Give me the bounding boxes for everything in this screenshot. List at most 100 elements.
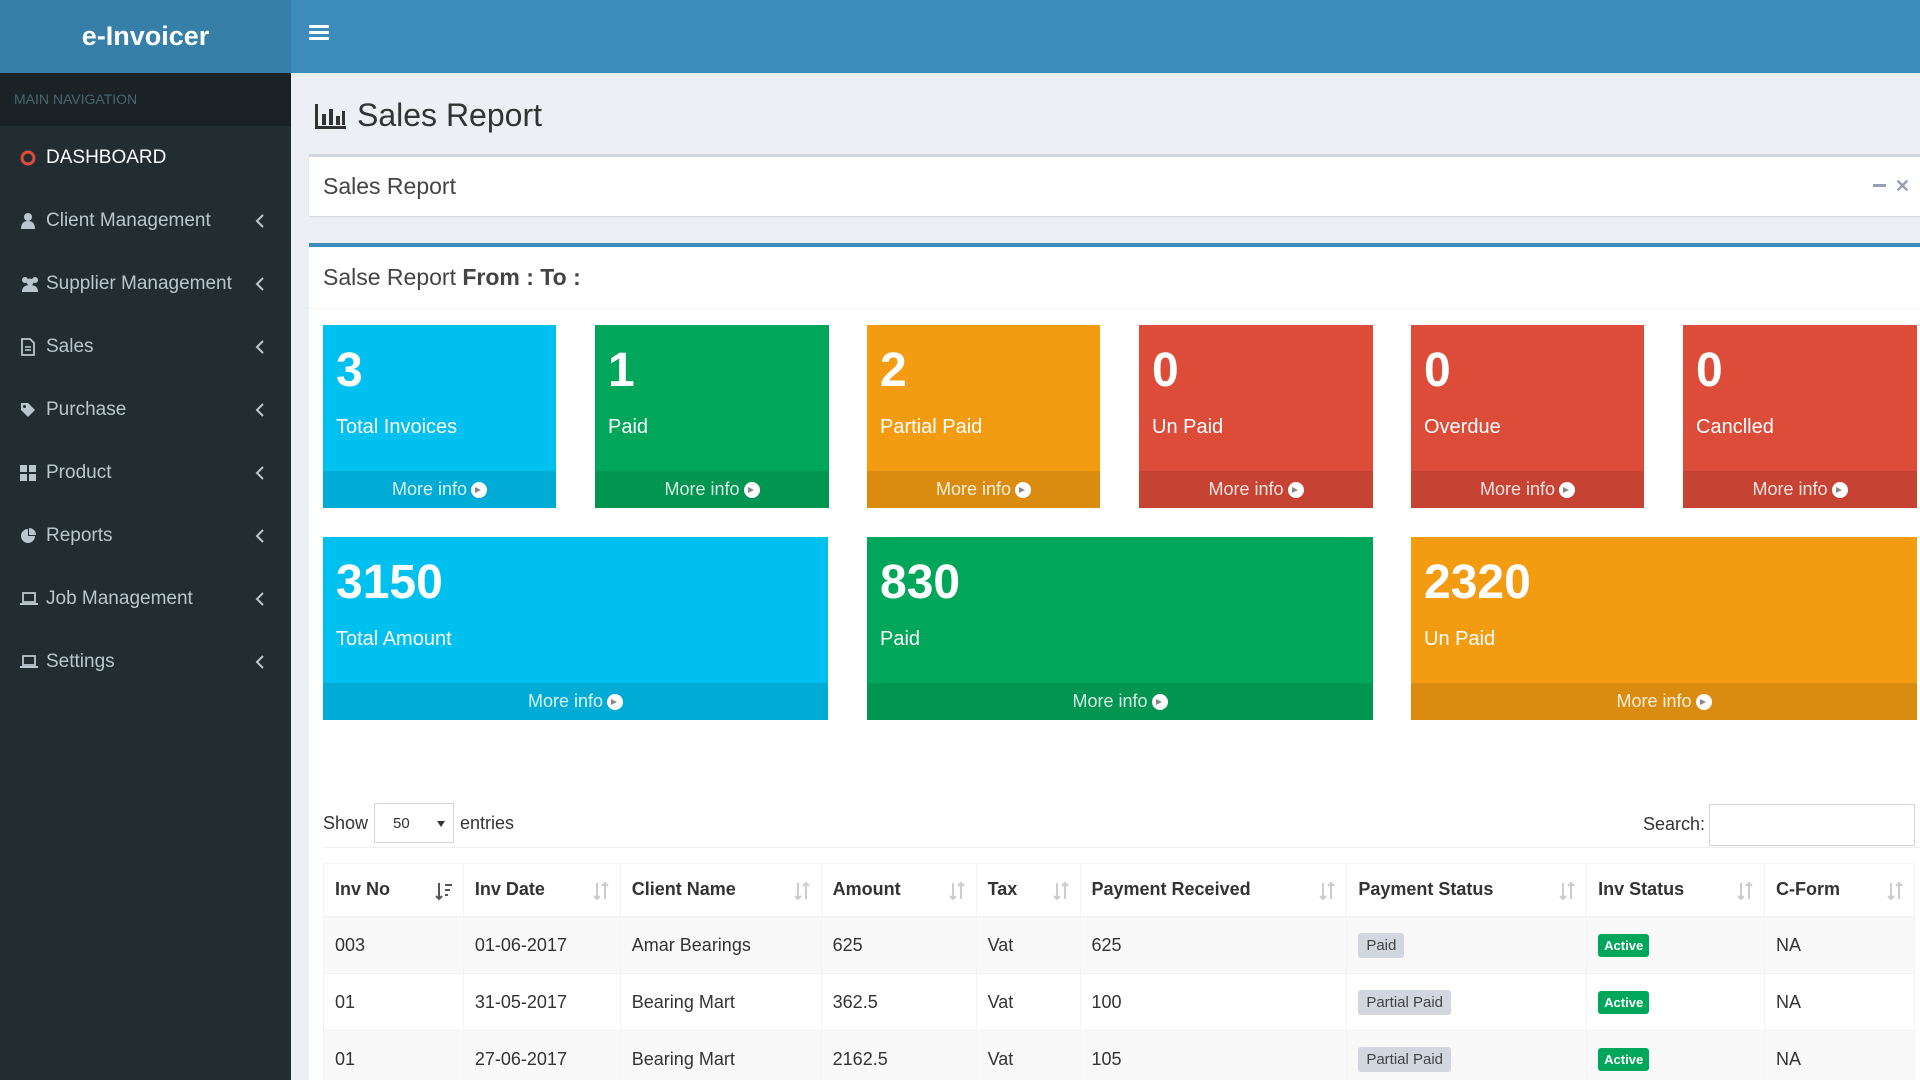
paid-count-value: 1	[608, 344, 635, 397]
column-header-inv-date[interactable]: Inv Date	[462, 863, 621, 918]
arrow-circle-right-icon	[1287, 481, 1304, 498]
tag-icon	[20, 402, 46, 418]
cell-payment-status: Partial Paid	[1346, 973, 1588, 1031]
sidebar-item-purchase[interactable]: Purchase	[0, 378, 291, 441]
sidebar-item-label: DASHBOARD	[46, 146, 167, 168]
column-header-client-name[interactable]: Client Name	[619, 863, 822, 918]
app-title: e-Invoicer	[81, 21, 210, 51]
sales-report-box: Sales Report ✕	[309, 154, 1920, 216]
cell-tax: Vat	[975, 973, 1081, 1031]
search-input[interactable]	[1709, 804, 1915, 846]
paid-amount-label: Paid	[880, 628, 921, 650]
unpaid-count-box: 0 Un Paid More info	[1139, 325, 1373, 508]
cancelled-label: Canclled	[1696, 416, 1774, 438]
sidebar-item-label: Product	[46, 461, 112, 483]
sidebar-item-job-management[interactable]: Job Management	[0, 567, 291, 630]
total-invoices-label: Total Invoices	[336, 416, 458, 438]
sidebar-item-reports[interactable]: Reports	[0, 504, 291, 567]
sidebar-item-sales[interactable]: Sales	[0, 315, 291, 378]
cell-amount: 362.5	[820, 973, 977, 1031]
unpaid-amount-label: Un Paid	[1424, 628, 1496, 650]
caret-down-icon	[437, 821, 446, 827]
overdue-box: 0 Overdue More info	[1411, 325, 1644, 508]
inv-status-badge: Active	[1598, 990, 1650, 1014]
more-info-link[interactable]: More info	[867, 471, 1100, 508]
payment-status-badge: Partial Paid	[1358, 1046, 1452, 1072]
user-icon	[20, 212, 46, 230]
show-label: Show	[323, 812, 369, 833]
column-header-payment-status[interactable]: Payment Status	[1346, 863, 1588, 918]
column-header-c-form[interactable]: C-Form	[1764, 863, 1915, 918]
inv-status-badge: Active	[1598, 933, 1650, 957]
bar-chart-icon	[315, 103, 346, 129]
column-header-inv-status[interactable]: Inv Status	[1586, 863, 1766, 918]
sort-icon	[1319, 881, 1336, 901]
sidebar-item-settings[interactable]: Settings	[0, 630, 291, 693]
more-info-link[interactable]: More info	[323, 683, 828, 720]
collapse-icon[interactable]	[1873, 184, 1886, 187]
partial-paid-label: Partial Paid	[880, 416, 983, 438]
sidebar-item-supplier-management[interactable]: Supplier Management	[0, 252, 291, 315]
table-row[interactable]: 01 31-05-2017 Bearing Mart 362.5 Vat 100…	[323, 973, 1915, 1031]
cell-payment-received: 105	[1079, 1030, 1348, 1080]
cell-inv-no: 003	[323, 916, 464, 974]
arrow-circle-right-icon	[471, 481, 488, 498]
cell-amount: 625	[820, 916, 977, 974]
total-invoices-value: 3	[336, 344, 363, 397]
arrow-circle-right-icon	[1015, 481, 1032, 498]
arrow-circle-right-icon	[1831, 481, 1848, 498]
table-header-row: Inv No Inv Date Client Name Amount Tax P…	[323, 863, 1915, 918]
arrow-circle-right-icon	[607, 693, 624, 710]
sort-icon	[1052, 881, 1069, 901]
sidebar-item-label: Client Management	[46, 209, 211, 231]
column-header-tax[interactable]: Tax	[975, 863, 1081, 918]
total-amount-box: 3150 Total Amount More info	[323, 537, 828, 720]
more-info-link[interactable]: More info	[1683, 471, 1917, 508]
sidebar-item-label: Reports	[46, 524, 113, 546]
total-amount-value: 3150	[336, 556, 443, 609]
more-info-link[interactable]: More info	[1411, 471, 1644, 508]
sidebar-toggle-icon[interactable]	[309, 25, 329, 41]
sidebar-item-product[interactable]: Product	[0, 441, 291, 504]
arrow-circle-right-icon	[1151, 693, 1168, 710]
paid-count-label: Paid	[608, 416, 649, 438]
more-info-link[interactable]: More info	[323, 471, 556, 508]
chevron-left-icon	[255, 339, 264, 354]
cell-payment-received: 100	[1079, 973, 1348, 1031]
chevron-left-icon	[255, 528, 264, 543]
cell-c-form: NA	[1764, 916, 1915, 974]
more-info-link[interactable]: More info	[595, 471, 829, 508]
more-info-link[interactable]: More info	[1411, 683, 1917, 720]
more-info-link[interactable]: More info	[1139, 471, 1373, 508]
sidebar-item-client-management[interactable]: Client Management	[0, 189, 291, 252]
column-header-inv-no[interactable]: Inv No	[323, 863, 464, 918]
cell-inv-status: Active	[1586, 916, 1766, 974]
entries-label: entries	[460, 812, 515, 833]
sort-icon	[793, 881, 810, 901]
sidebar-item-label: Sales	[46, 335, 94, 357]
cell-c-form: NA	[1764, 1030, 1915, 1080]
partial-paid-box: 2 Partial Paid More info	[867, 325, 1100, 508]
sidebar-item-dashboard[interactable]: DASHBOARD	[0, 126, 291, 189]
close-icon[interactable]: ✕	[1894, 176, 1910, 196]
cell-payment-status: Partial Paid	[1346, 1030, 1588, 1080]
total-invoices-box: 3 Total Invoices More info	[323, 325, 556, 508]
more-info-link[interactable]: More info	[867, 683, 1373, 720]
column-header-payment-received[interactable]: Payment Received	[1079, 863, 1348, 918]
partial-paid-value: 2	[880, 344, 907, 397]
sort-icon	[1559, 881, 1575, 901]
table-row[interactable]: 003 01-06-2017 Amar Bearings 625 Vat 625…	[323, 916, 1915, 974]
chevron-left-icon	[255, 465, 264, 480]
total-amount-label: Total Amount	[336, 628, 452, 650]
laptop-icon	[20, 591, 46, 606]
entries-select[interactable]: 50	[374, 803, 455, 843]
arrow-circle-right-icon	[743, 481, 760, 498]
arrow-circle-right-icon	[1559, 481, 1576, 498]
column-header-amount[interactable]: Amount	[820, 863, 977, 918]
chevron-left-icon	[255, 654, 264, 669]
report-range-header: Salse Report From : To :	[323, 264, 581, 290]
app-logo[interactable]: e-Invoicer	[0, 0, 291, 73]
table-row[interactable]: 01 27-06-2017 Bearing Mart 2162.5 Vat 10…	[323, 1030, 1915, 1080]
inv-status-badge: Active	[1598, 1047, 1650, 1071]
search-label: Search:	[1642, 814, 1705, 834]
